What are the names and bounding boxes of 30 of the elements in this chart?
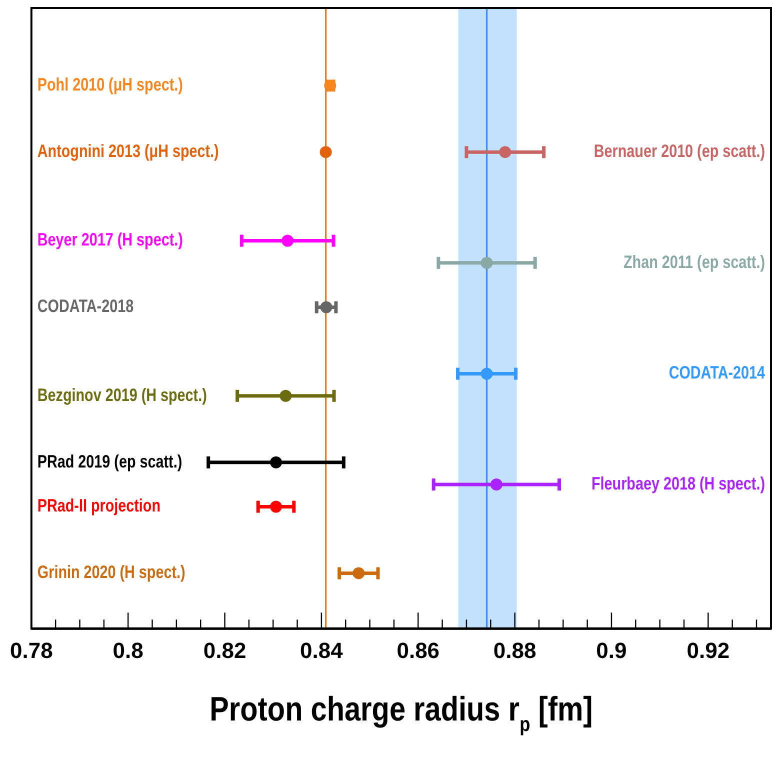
text: PRad 2019 (ep scatt.) (37, 452, 182, 472)
x-tick-label: 0.92 (686, 638, 730, 663)
point (499, 146, 512, 158)
x-tick-label: 0.88 (493, 638, 536, 663)
text: Beyer 2017 (H spect.) (37, 230, 183, 250)
x-tick-label: 0.82 (203, 638, 246, 663)
point (282, 234, 294, 247)
x-tick-label: 0.84 (300, 638, 344, 663)
point (270, 456, 282, 468)
text: PRad-II projection (37, 496, 160, 516)
text: CODATA-2014 (668, 363, 765, 384)
text: CODATA-2018 (37, 296, 134, 317)
text: Pohl 2010 (μH spect.) (37, 75, 183, 95)
text: Antognini 2013 (μH spect.) (37, 142, 219, 162)
point (280, 390, 292, 402)
x-tick-label: 0.78 (10, 638, 53, 663)
text: Bernauer 2010 (ep scatt.) (594, 142, 765, 162)
point (352, 567, 365, 580)
point (490, 478, 502, 491)
text: Bezginov 2019 (H spect.) (37, 385, 207, 406)
text: Zhan 2011 (ep scatt.) (623, 252, 765, 272)
point (320, 146, 332, 158)
x-tick-label: 0.9 (596, 638, 627, 663)
x-tick-label: 0.8 (112, 638, 144, 663)
text: Fleurbaey 2018 (H spect.) (592, 474, 765, 494)
x-tick-label: 0.86 (396, 638, 440, 663)
point (480, 368, 493, 380)
text: Grinin 2020 (H spect.) (37, 562, 186, 583)
point (480, 256, 493, 269)
point (270, 500, 282, 513)
